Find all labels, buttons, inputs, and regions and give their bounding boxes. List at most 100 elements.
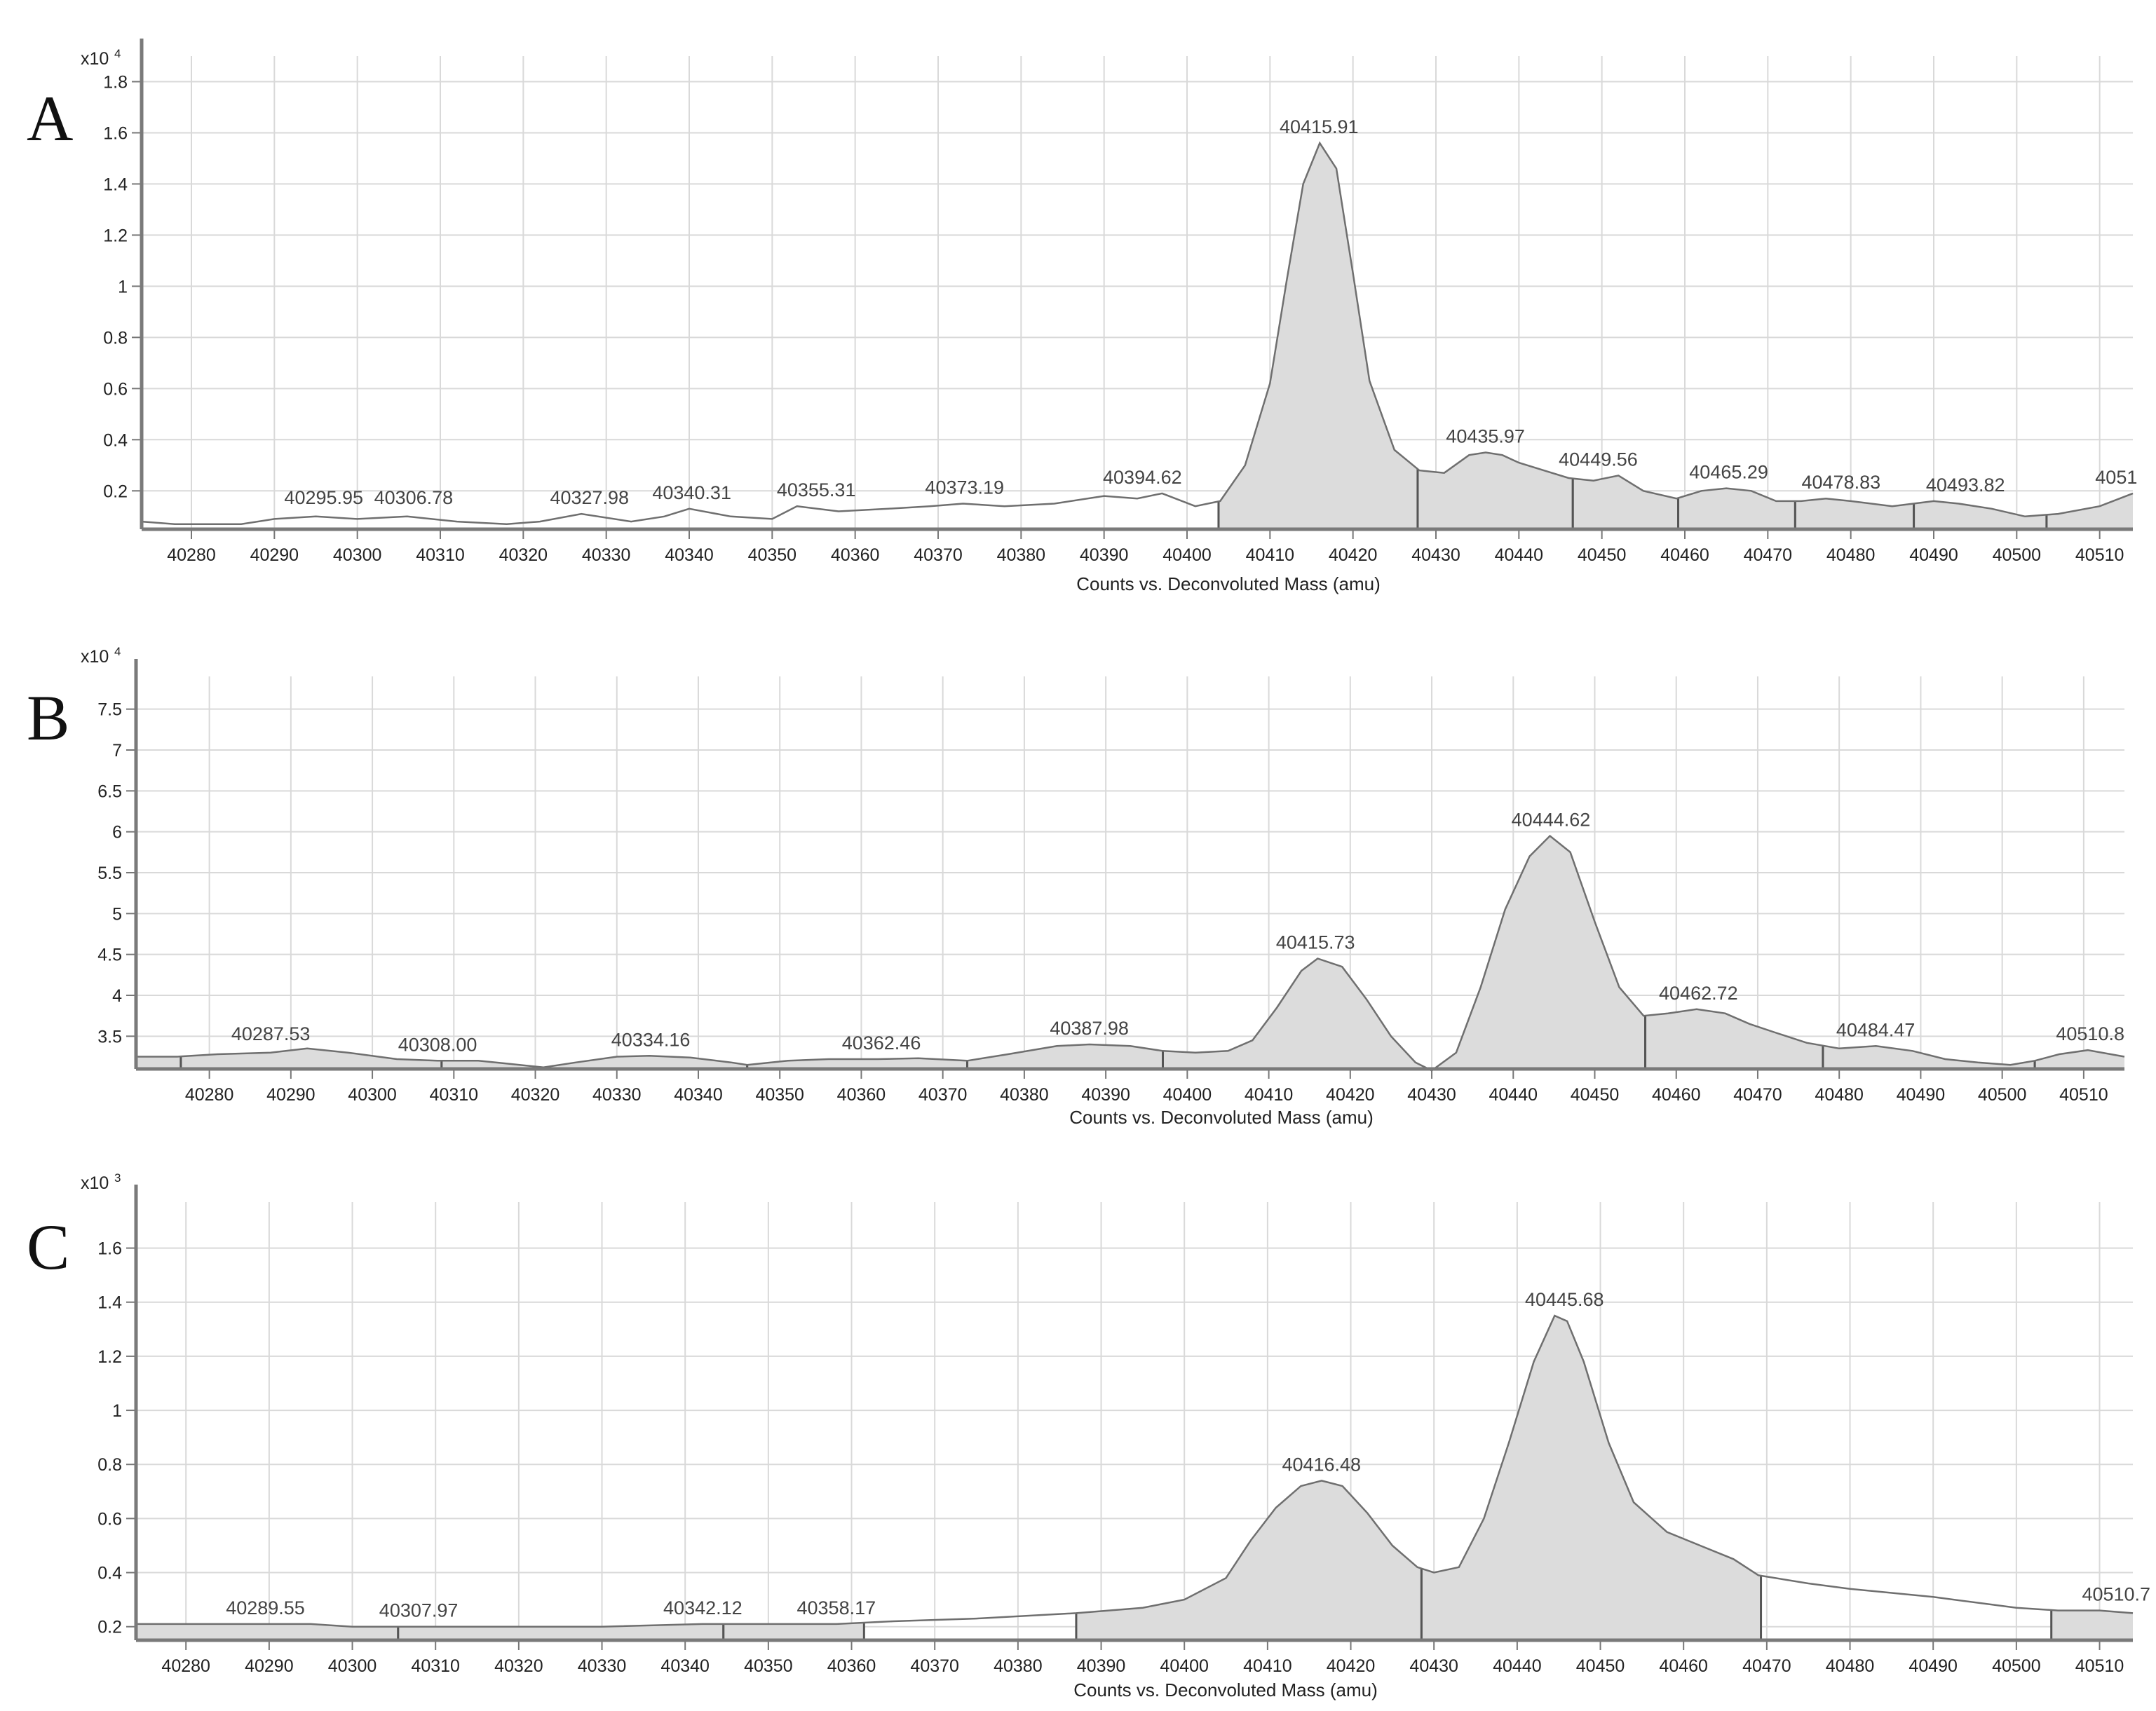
x-tick-label: 40450 — [1571, 1085, 1620, 1105]
x-tick-label: 40360 — [827, 1656, 876, 1676]
x-tick-label: 40350 — [748, 545, 797, 565]
y-tick-label: 1.2 — [103, 226, 128, 245]
spectrum-line — [136, 834, 2125, 1072]
gridlines — [142, 56, 2133, 529]
y-tick-label: 5.5 — [97, 864, 122, 883]
peak-label: 40493.82 — [1926, 475, 2005, 496]
peak-area-fill — [1573, 475, 1679, 529]
y-tick-label: 0.4 — [97, 1564, 122, 1583]
x-tick-label: 40300 — [348, 1085, 397, 1105]
y-scale-exponent: 4 — [114, 47, 121, 60]
peak-label: 40295.95 — [284, 487, 363, 508]
y-tick-label: 1.4 — [97, 1293, 122, 1313]
x-tick-label: 40340 — [660, 1656, 710, 1676]
x-tick-label: 40400 — [1162, 545, 1212, 565]
peak-label: 40416.48 — [1282, 1454, 1361, 1475]
y-tick-label: 0.4 — [103, 430, 128, 450]
x-tick-label: 40470 — [1742, 1656, 1791, 1676]
peak-label: 40510.8 — [2056, 1023, 2124, 1044]
y-tick-label: 0.2 — [97, 1618, 122, 1637]
peak-area-fill — [967, 1044, 1163, 1069]
y-tick-label: 6 — [112, 823, 122, 843]
x-tick-label: 40300 — [333, 545, 382, 565]
y-tick-label: 1.6 — [103, 123, 128, 143]
y-tick-label: 0.6 — [97, 1509, 122, 1529]
peak-area-fill — [1678, 488, 1796, 529]
peak-label: 40449.56 — [1559, 449, 1638, 470]
x-tick-label: 40310 — [411, 1656, 460, 1676]
x-tick-label: 40370 — [914, 545, 963, 565]
x-tick-label: 40440 — [1493, 1656, 1542, 1676]
x-tick-label: 40360 — [831, 545, 880, 565]
gridlines — [136, 676, 2124, 1069]
x-tick-label: 40410 — [1245, 1085, 1294, 1105]
x-tick-label: 40330 — [582, 545, 631, 565]
y-tick-label: 7 — [112, 741, 122, 761]
x-tick-label: 40420 — [1326, 1085, 1375, 1105]
x-tick-label: 40500 — [1992, 1656, 2041, 1676]
x-tick-label: 40280 — [161, 1656, 210, 1676]
peak-label: 40445.68 — [1525, 1289, 1604, 1310]
x-tick-label: 40490 — [1897, 1085, 1946, 1105]
x-tick-label: 40470 — [1733, 1085, 1782, 1105]
x-tick-label: 40370 — [910, 1656, 959, 1676]
spectrum-line — [141, 141, 2134, 525]
gridlines — [136, 1202, 2133, 1640]
x-tick-label: 40510 — [2059, 1085, 2108, 1105]
peak-label: 40462.72 — [1659, 983, 1738, 1004]
y-tick-label: 5 — [112, 904, 122, 924]
x-tick-label: 40450 — [1578, 545, 1627, 565]
x-tick-label: 40440 — [1495, 545, 1544, 565]
x-tick-label: 40380 — [1000, 1085, 1049, 1105]
peak-label: 40465.29 — [1689, 462, 1768, 483]
x-tick-label: 40430 — [1409, 1656, 1458, 1676]
peak-label: 40307.97 — [379, 1600, 459, 1621]
y-scale-exponent: 4 — [114, 645, 121, 658]
x-tick-label: 40460 — [1659, 1656, 1708, 1676]
x-tick-label: 40500 — [1978, 1085, 2027, 1105]
x-tick-label: 40380 — [997, 545, 1046, 565]
peak-area-fill — [1076, 1480, 1422, 1640]
y-tick-label: 0.2 — [103, 482, 128, 501]
y-scale-label: x10 — [81, 49, 109, 69]
x-tick-label: 40330 — [592, 1085, 642, 1105]
peak-area-fill — [723, 1623, 865, 1640]
peak-label: 40327.98 — [550, 487, 629, 508]
y-tick-label: 4.5 — [97, 946, 122, 965]
peak-area-fill — [1913, 500, 2047, 529]
x-tick-label: 40430 — [1411, 545, 1460, 565]
y-tick-label: 0.8 — [103, 328, 128, 348]
peak-label: 40334.16 — [611, 1029, 691, 1050]
x-tick-label: 40380 — [994, 1656, 1043, 1676]
panel-letter: B — [27, 682, 69, 754]
spectrum-line — [136, 1314, 2134, 1628]
x-tick-label: 40350 — [755, 1085, 804, 1105]
x-tick-label: 40310 — [430, 1085, 479, 1105]
peak-label: 40478.83 — [1802, 472, 1881, 493]
peak-area-fill — [398, 1623, 724, 1640]
peak-label: 40415.73 — [1276, 932, 1355, 953]
y-tick-label: 1.8 — [103, 72, 128, 92]
x-tick-label: 40420 — [1327, 1656, 1376, 1676]
peak-label: 40444.62 — [1512, 810, 1591, 831]
peak-label: 40510.7 — [2082, 1584, 2150, 1605]
x-tick-label: 40390 — [1080, 545, 1129, 565]
x-tick-label: 40400 — [1163, 1085, 1212, 1105]
x-tick-label: 40350 — [744, 1656, 793, 1676]
peak-area-fill — [1421, 1316, 1761, 1640]
y-tick-label: 0.6 — [103, 379, 128, 399]
peak-label: 40394.62 — [1103, 467, 1182, 488]
y-scale-exponent: 3 — [114, 1171, 121, 1185]
y-tick-label: 7.5 — [97, 700, 122, 720]
y-tick-label: 6.5 — [97, 782, 122, 801]
y-tick-label: 1 — [118, 277, 128, 296]
peak-area-fill — [1795, 498, 1914, 529]
x-tick-label: 40410 — [1246, 545, 1295, 565]
x-tick-label: 40440 — [1489, 1085, 1538, 1105]
peak-area-fill — [136, 1623, 398, 1640]
x-tick-label: 40480 — [1815, 1085, 1864, 1105]
peak-label: 40435.97 — [1446, 426, 1525, 447]
peak-label: 40415.91 — [1280, 116, 1359, 137]
